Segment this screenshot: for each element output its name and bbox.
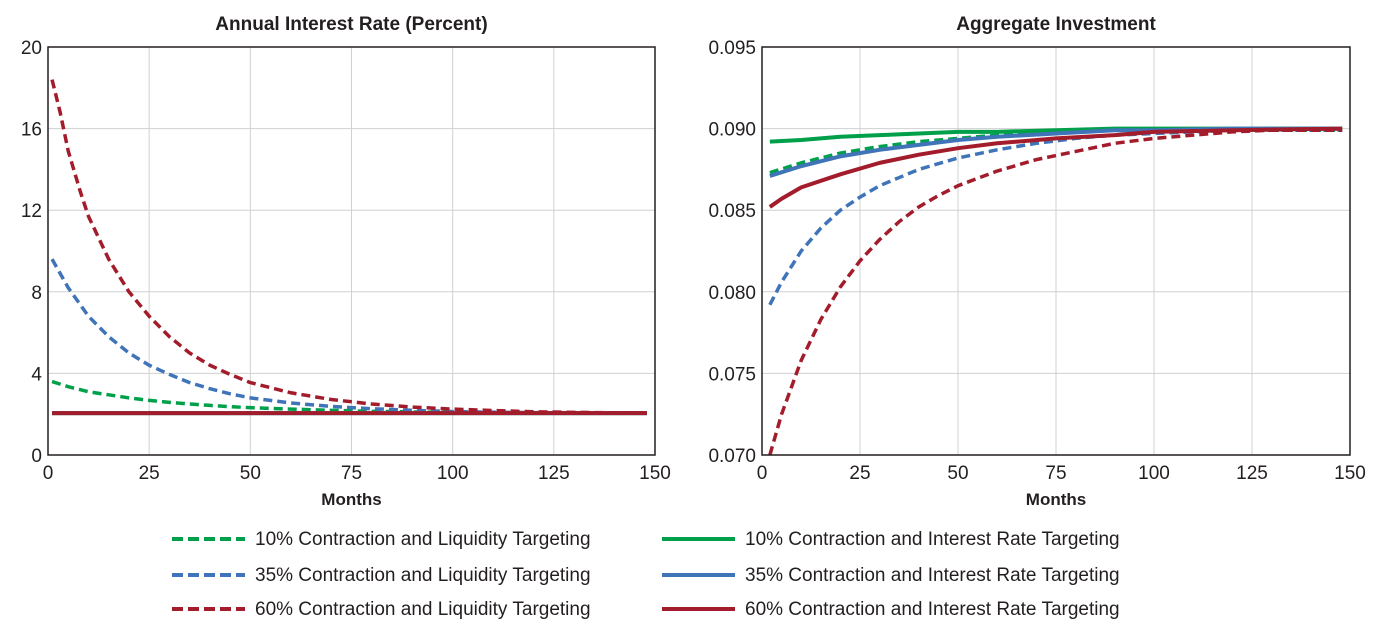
x-axis-label: Months bbox=[321, 490, 381, 509]
y-tick-label: 0.070 bbox=[708, 446, 756, 467]
legend-label: 35% Contraction and Liquidity Targeting bbox=[255, 565, 591, 586]
y-tick-label: 0.085 bbox=[708, 201, 756, 222]
x-tick-label: 75 bbox=[341, 463, 362, 484]
series-line-60-contraction-and-liquidity-targeting bbox=[768, 128, 1343, 456]
x-tick-label: 100 bbox=[1138, 463, 1170, 484]
y-tick-label: 8 bbox=[31, 283, 42, 304]
aggregate-investment-chart: 0 25 50 75 100 125 150 0.070 0.075 0.080 0.085 0.09… bbox=[708, 14, 1365, 509]
plot-frame bbox=[47, 46, 656, 456]
x-tick-label: 75 bbox=[1045, 463, 1066, 484]
legend-item-35-contraction-and-liquidity-targeting: 35% Contraction and Liquidity Targeting bbox=[172, 565, 591, 586]
y-tick-label: 0.090 bbox=[708, 120, 756, 141]
x-tick-label: 25 bbox=[849, 463, 870, 484]
legend-item-10-contraction-and-interest-rate-targeting: 10% Contraction and Interest Rate Target… bbox=[662, 529, 1120, 550]
x-tick-label: 0 bbox=[43, 463, 54, 484]
legend-label: 10% Contraction and Interest Rate Target… bbox=[745, 529, 1120, 550]
legend-label: 10% Contraction and Liquidity Targeting bbox=[255, 529, 591, 550]
plot-frame bbox=[761, 46, 1351, 456]
series-line-60-contraction-and-interest-rate-targeting bbox=[768, 126, 1343, 209]
x-tick-label: 50 bbox=[947, 463, 968, 484]
x-tick-label: 25 bbox=[139, 463, 160, 484]
legend-item-60-contraction-and-liquidity-targeting: 60% Contraction and Liquidity Targeting bbox=[172, 599, 591, 620]
chart-title: Annual Interest Rate (Percent) bbox=[215, 14, 487, 35]
x-axis-label: Months bbox=[1026, 490, 1086, 509]
interest-rate-chart: 0 25 50 75 100 125 150 0 4 8 12 16 20 Annual Interest… bbox=[21, 14, 671, 509]
x-tick-label: 150 bbox=[1334, 463, 1366, 484]
x-tick-label: 0 bbox=[757, 463, 768, 484]
legend-label: 35% Contraction and Interest Rate Target… bbox=[745, 565, 1120, 586]
y-tick-label: 0.080 bbox=[708, 283, 756, 304]
series-line-35-contraction-and-liquidity-targeting bbox=[50, 258, 647, 415]
x-tick-label: 125 bbox=[1236, 463, 1268, 484]
y-tick-label: 20 bbox=[21, 38, 42, 59]
x-tick-label: 150 bbox=[639, 463, 671, 484]
y-tick-label: 0.095 bbox=[708, 38, 756, 59]
y-tick-label: 16 bbox=[21, 120, 42, 141]
x-tick-label: 50 bbox=[240, 463, 261, 484]
series-line-60-contraction-and-liquidity-targeting bbox=[50, 79, 647, 415]
legend-item-10-contraction-and-liquidity-targeting: 10% Contraction and Liquidity Targeting bbox=[172, 529, 591, 550]
chart-title: Aggregate Investment bbox=[956, 14, 1156, 35]
x-tick-label: 100 bbox=[437, 463, 469, 484]
legend-label: 60% Contraction and Liquidity Targeting bbox=[255, 599, 591, 620]
y-tick-label: 0.075 bbox=[708, 364, 756, 385]
x-tick-label: 125 bbox=[538, 463, 570, 484]
y-tick-label: 0 bbox=[31, 446, 42, 467]
y-tick-label: 12 bbox=[21, 201, 42, 222]
y-tick-label: 4 bbox=[31, 364, 42, 385]
legend-label: 60% Contraction and Interest Rate Target… bbox=[745, 599, 1120, 620]
legend-item-60-contraction-and-interest-rate-targeting: 60% Contraction and Interest Rate Target… bbox=[662, 599, 1120, 620]
legend: 10% Contraction and Liquidity Targeting 1… bbox=[172, 529, 1120, 620]
legend-item-35-contraction-and-interest-rate-targeting: 35% Contraction and Interest Rate Target… bbox=[662, 565, 1120, 586]
